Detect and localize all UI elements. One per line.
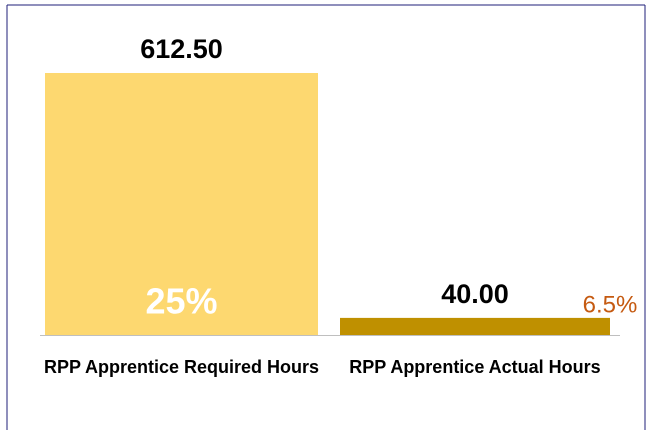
annotation: 25% [145,281,217,322]
value-label: 612.50 [140,34,223,64]
bar [340,317,610,335]
x-tick-label: RPP Apprentice Required Hours [43,357,320,377]
bar [45,73,318,335]
x-tick-label: RPP Apprentice Actual Hours [349,357,601,377]
value-label: 40.00 [441,279,509,309]
annotation: 6.5% [583,291,638,318]
